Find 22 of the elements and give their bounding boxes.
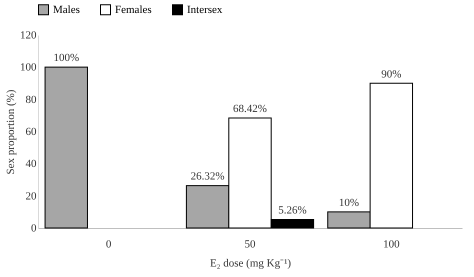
y-tick-label: 0 (31, 222, 37, 234)
data-label: 100% (53, 52, 80, 64)
legend-label: Intersex (187, 4, 223, 16)
y-tick-label: 120 (20, 30, 37, 42)
x-axis-title: E₂ dose (mg Kg⁻¹) (210, 258, 292, 270)
x-tick-label: 50 (244, 238, 256, 250)
data-label: 5.26% (278, 204, 307, 217)
data-label: 10% (338, 196, 360, 209)
y-tick-label: 80 (26, 94, 37, 106)
data-label: 26.32% (190, 170, 225, 183)
data-label: 90% (381, 68, 402, 80)
legend-label: Males (53, 4, 80, 16)
y-axis-title: Sex proportion (%) (5, 89, 17, 174)
y-tick-label: 40 (26, 158, 37, 170)
data-label: 68.42% (233, 102, 267, 115)
x-tick-label: 0 (106, 238, 112, 250)
y-tick-label: 60 (26, 126, 37, 138)
legend-label: Females (115, 4, 152, 16)
x-tick-label: 100 (383, 238, 400, 250)
y-tick-label: 20 (26, 190, 37, 202)
bar (44, 66, 88, 228)
y-tick-label: 100 (20, 62, 37, 74)
